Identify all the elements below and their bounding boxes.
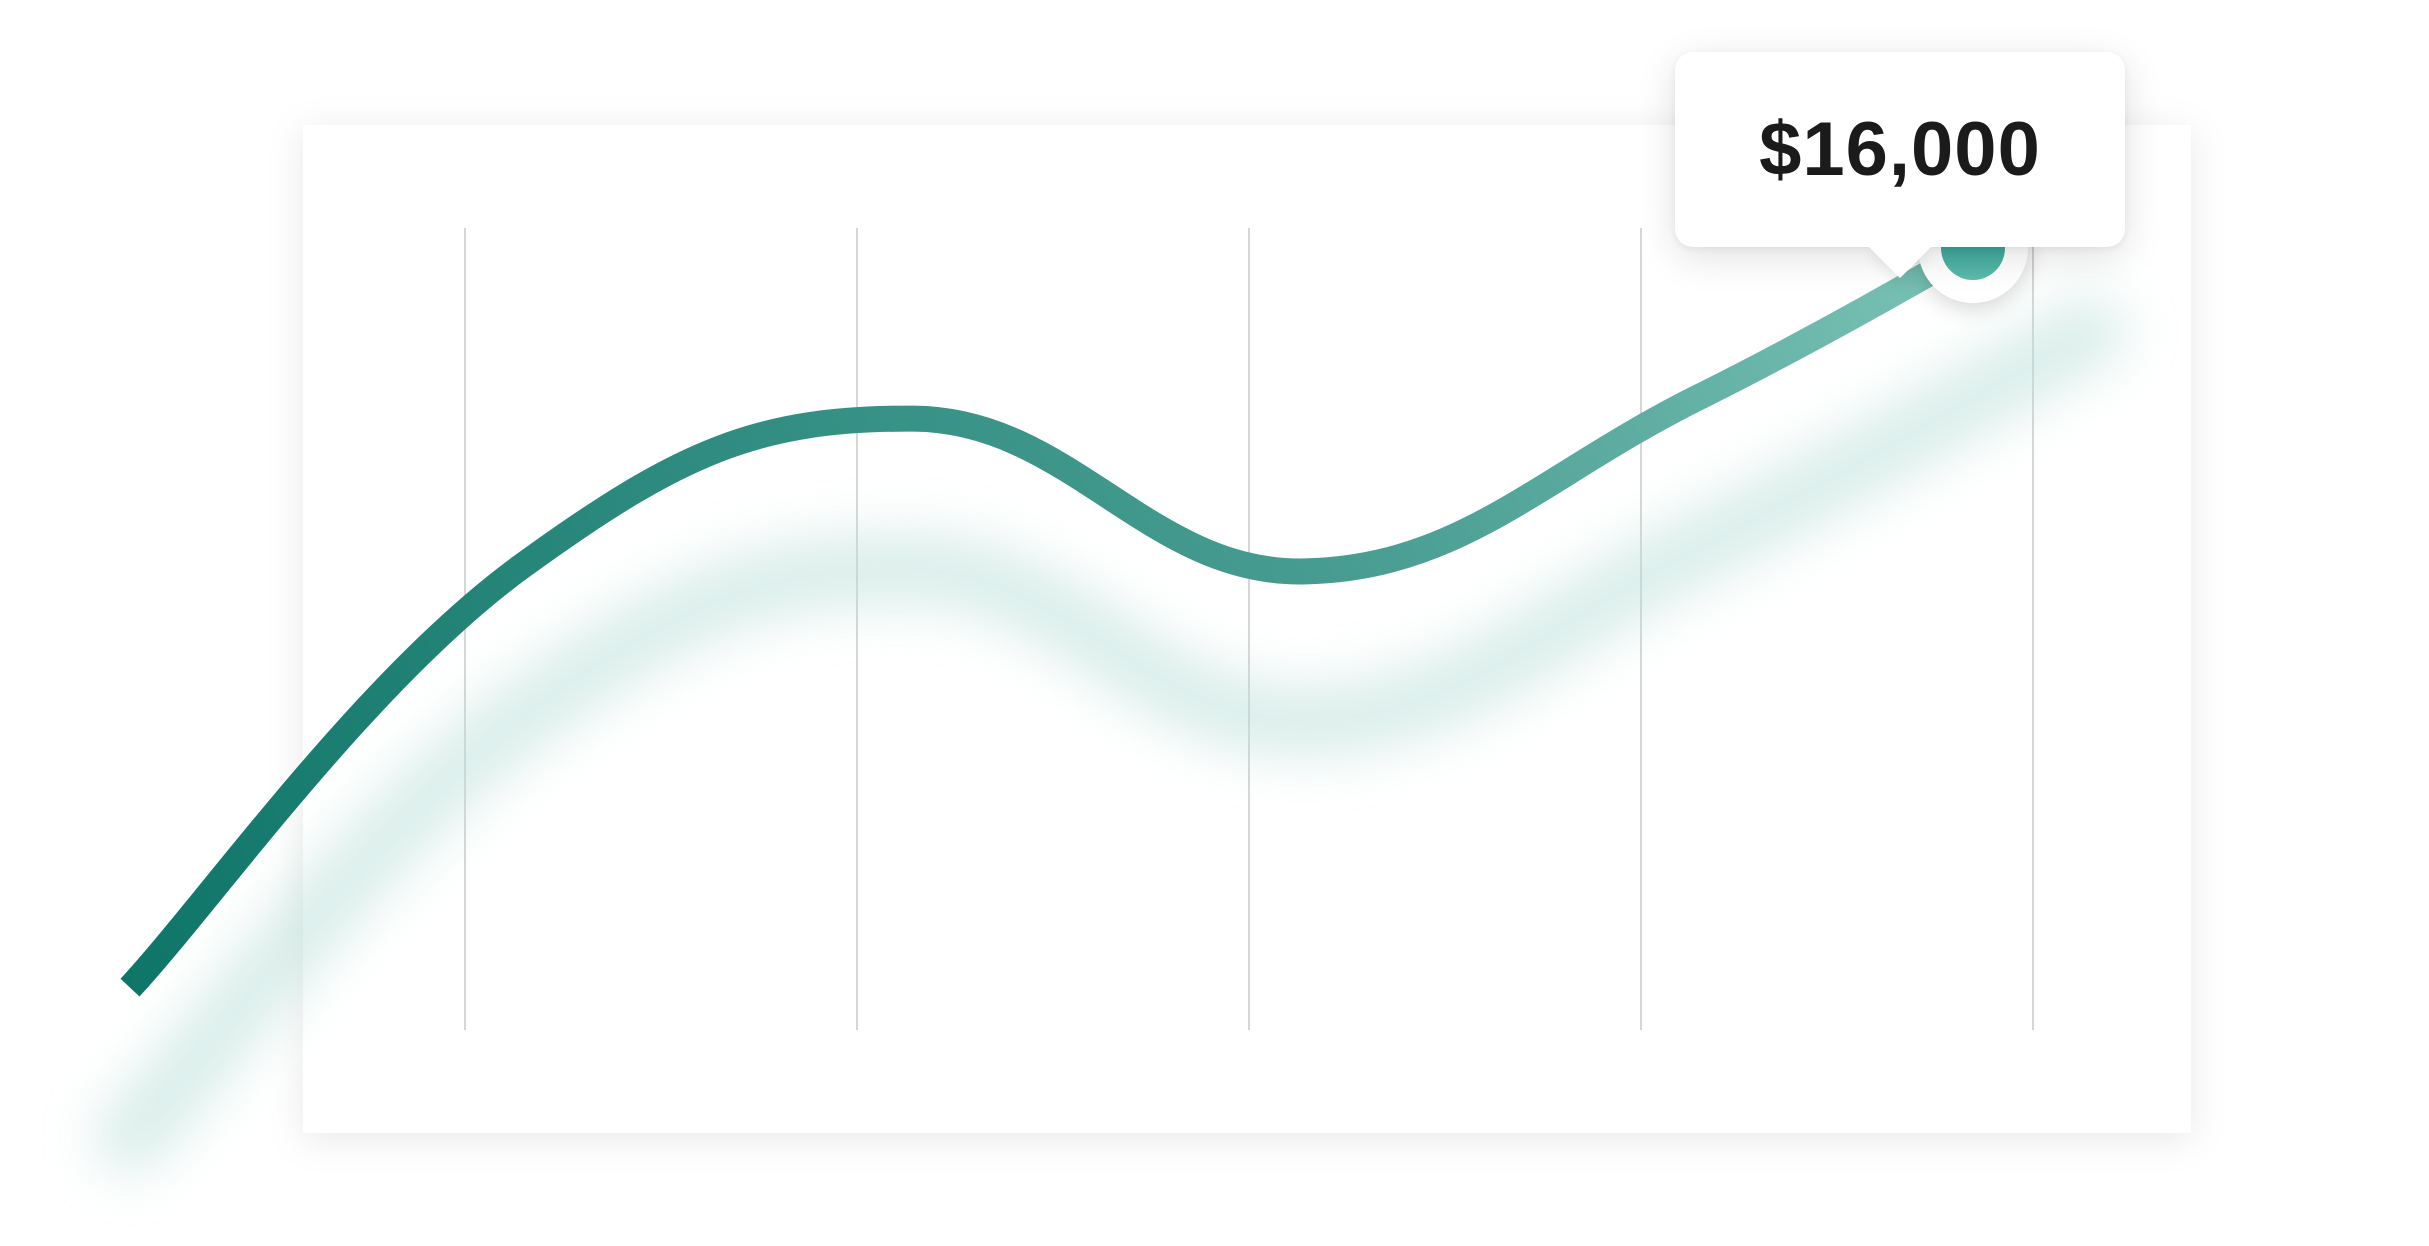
line-series [120,170,2097,997]
series-line [120,170,2097,997]
value-tooltip: $16,000 [1675,52,2125,279]
grid-lines [464,228,2034,1030]
series-shadow [95,296,2125,1173]
line-glow [95,296,2125,1173]
tooltip-value: $16,000 [1759,107,2041,192]
